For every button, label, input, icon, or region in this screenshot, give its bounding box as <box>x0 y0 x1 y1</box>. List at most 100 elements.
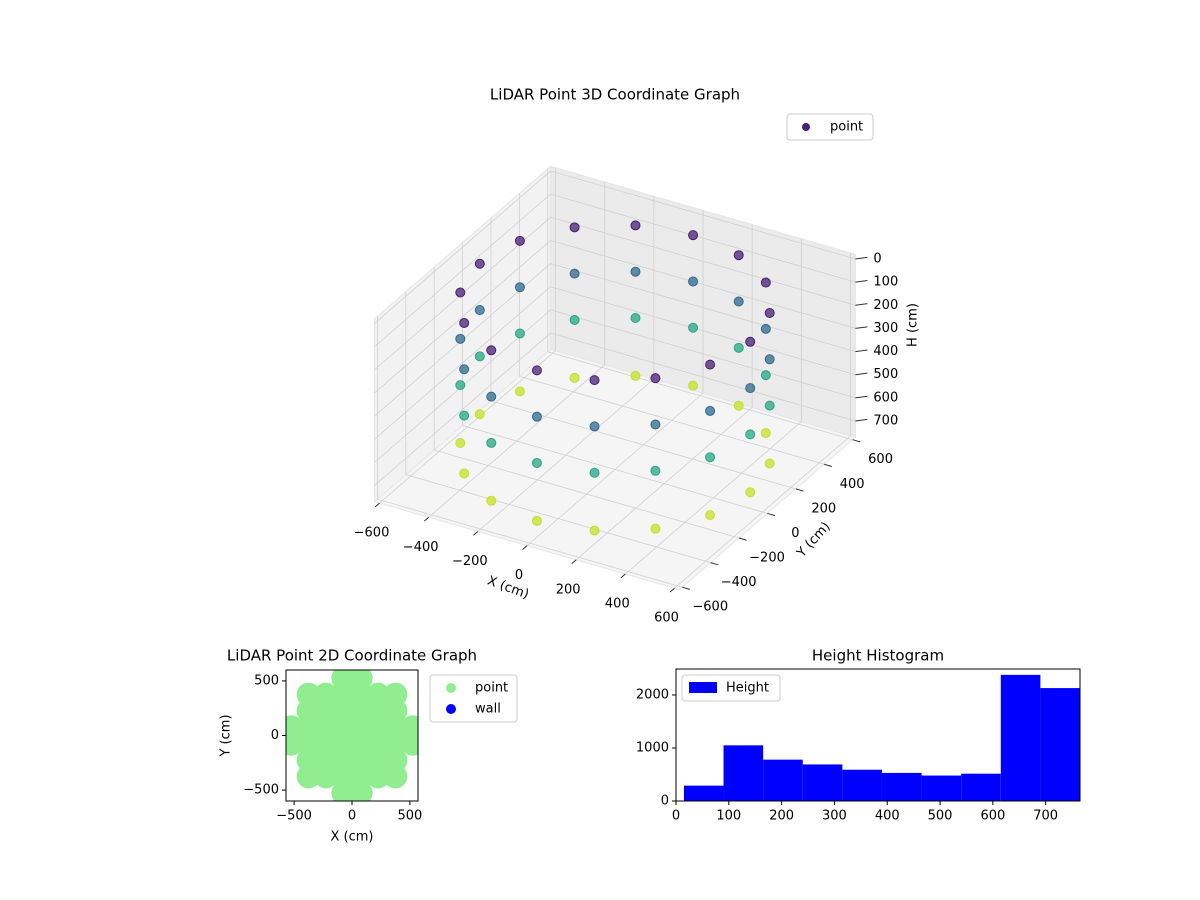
legend-label: Height <box>726 681 769 696</box>
point <box>705 510 716 521</box>
x-tick-label: 0 <box>672 809 680 824</box>
point <box>650 523 661 534</box>
point <box>383 682 408 707</box>
z-tick-label: 0 <box>873 251 881 266</box>
tick-mark <box>571 559 577 565</box>
x-tick-label: −400 <box>403 540 439 555</box>
tick-mark <box>795 488 804 492</box>
x-tick-label: 500 <box>397 809 422 824</box>
point <box>764 458 775 469</box>
y-tick-label: 400 <box>840 477 865 492</box>
y-tick-label: −200 <box>749 551 785 566</box>
point <box>455 287 466 298</box>
y-tick-label: 1000 <box>636 740 669 755</box>
bar <box>723 745 764 801</box>
point <box>313 682 338 707</box>
tick-mark <box>620 573 626 579</box>
grid-line <box>374 193 551 347</box>
tick-mark <box>473 531 479 536</box>
point <box>569 314 580 325</box>
point <box>486 391 497 402</box>
z-tick-label: 700 <box>873 414 898 429</box>
point <box>474 258 485 269</box>
tick-mark <box>855 395 868 399</box>
grid-line <box>374 170 551 324</box>
point <box>459 468 470 479</box>
tick-mark <box>852 439 861 443</box>
y-tick-label: 0 <box>791 526 799 541</box>
x-tick-label: 400 <box>605 597 630 612</box>
bar <box>921 775 962 801</box>
point <box>383 764 408 789</box>
grid-line <box>462 425 768 514</box>
legend-label: point <box>830 120 863 135</box>
x-tick-label: −200 <box>452 554 488 569</box>
legend-marker <box>446 683 456 693</box>
y-tick-label: −500 <box>243 783 279 798</box>
point <box>630 370 641 381</box>
point <box>531 365 542 376</box>
point <box>760 370 771 381</box>
point <box>366 764 391 789</box>
x-tick-label: 600 <box>654 611 679 626</box>
point <box>760 428 771 439</box>
grid-line <box>405 474 711 564</box>
point <box>486 495 497 506</box>
point <box>400 731 418 756</box>
x-tick-label: 400 <box>875 809 900 824</box>
bar <box>802 764 843 801</box>
point <box>733 400 744 411</box>
z-tick-label: 200 <box>873 298 898 313</box>
point <box>331 670 356 691</box>
y-tick-label: 200 <box>811 501 836 516</box>
point <box>688 230 699 241</box>
legend-marker <box>689 682 717 693</box>
grid-line <box>374 332 551 486</box>
grid-line <box>550 240 856 329</box>
point <box>589 467 600 478</box>
grid-line <box>434 449 740 539</box>
tick-mark <box>824 463 832 467</box>
z-tick-label: 100 <box>873 275 898 290</box>
legend-box <box>681 674 781 702</box>
legend-label: wall <box>475 702 501 717</box>
grid-line <box>374 240 551 394</box>
z-axis-label: H (cm) <box>906 303 921 347</box>
point <box>650 419 661 430</box>
point <box>745 383 756 394</box>
point <box>474 409 485 420</box>
grid-line <box>550 170 856 260</box>
bar <box>763 759 803 801</box>
x-tick-label: 0 <box>515 568 523 583</box>
y-tick-label: −400 <box>721 575 757 590</box>
point <box>366 682 391 707</box>
x-tick-label: 100 <box>716 809 741 824</box>
grid-line <box>550 216 856 306</box>
chart-title: Height Histogram <box>812 647 944 665</box>
point <box>745 487 756 498</box>
point <box>733 296 744 307</box>
point <box>514 386 525 397</box>
point <box>455 333 466 344</box>
point <box>569 268 580 279</box>
y-tick-label: −600 <box>692 600 728 615</box>
x-axis-label: X (cm) <box>331 830 374 845</box>
axes-frame <box>675 668 1081 802</box>
point <box>688 322 699 333</box>
point <box>650 373 661 384</box>
x-tick-label: 300 <box>822 809 847 824</box>
point <box>589 421 600 432</box>
y-tick-label: 0 <box>271 728 279 743</box>
tick-mark <box>710 562 719 566</box>
y-tick-label: 600 <box>868 452 893 467</box>
z-tick-label: 500 <box>873 367 898 382</box>
grid-line <box>550 332 856 422</box>
grid-line <box>547 351 853 441</box>
grid-line <box>519 375 825 465</box>
legend-label: point <box>475 681 508 696</box>
point <box>474 305 485 316</box>
tick-mark <box>682 586 691 590</box>
point <box>348 780 373 801</box>
x-tick-label: 600 <box>980 809 1005 824</box>
